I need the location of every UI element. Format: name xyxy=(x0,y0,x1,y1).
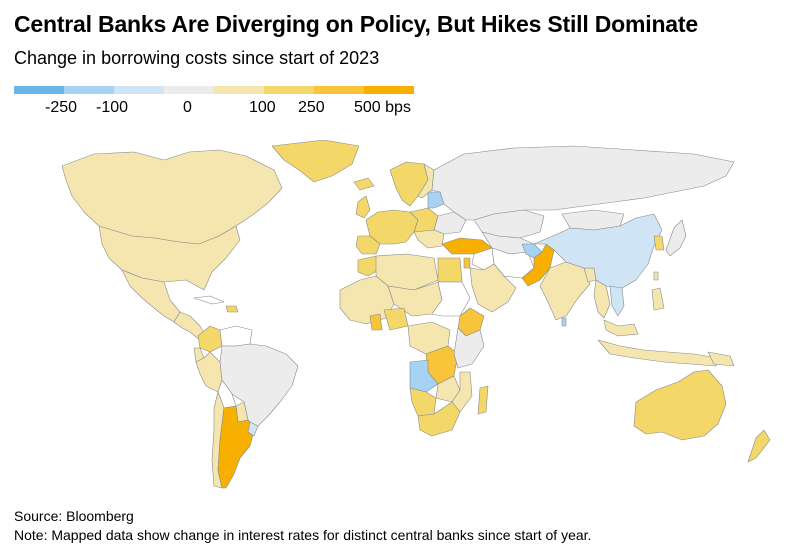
region-egypt xyxy=(437,257,463,283)
region-ghana xyxy=(369,313,383,331)
world-map xyxy=(61,140,771,489)
region-uruguay xyxy=(247,421,259,437)
region-namibia-botswana xyxy=(409,387,437,417)
region-sudan xyxy=(431,281,471,317)
region-indonesia xyxy=(597,339,719,367)
footnote: Note: Mapped data show change in interes… xyxy=(14,527,592,543)
region-greenland xyxy=(271,140,360,183)
legend-tick-0: 0 xyxy=(183,99,192,116)
legend-swatch-4 xyxy=(164,86,214,94)
legend-tick-250: 250 xyxy=(298,99,325,116)
legend-swatch-8 xyxy=(364,86,414,94)
region-myanmar-thailand xyxy=(593,279,611,319)
legend-swatch-2 xyxy=(64,86,114,94)
region-new-zealand xyxy=(747,429,771,463)
legend-tick-minus-250: -250 xyxy=(45,99,78,116)
region-balkans xyxy=(413,229,445,249)
region-papua-new-guinea xyxy=(707,351,735,367)
region-east-africa xyxy=(453,327,485,369)
region-china xyxy=(533,213,663,289)
region-venezuela xyxy=(219,325,253,347)
legend-swatch-6 xyxy=(264,86,314,94)
region-cuba xyxy=(193,295,225,305)
region-japan xyxy=(665,219,687,257)
region-vietnam xyxy=(609,285,625,317)
region-uk-ireland xyxy=(355,195,371,219)
region-scandinavia xyxy=(389,161,429,207)
region-malaysia xyxy=(603,319,639,337)
region-sri-lanka xyxy=(561,317,567,327)
legend-swatch-3 xyxy=(114,86,164,94)
legend-swatch-7 xyxy=(314,86,364,94)
region-australia xyxy=(633,369,727,441)
region-caribbean-islands xyxy=(225,305,239,313)
source-note: Source: Bloomberg xyxy=(14,508,134,524)
region-philippines xyxy=(651,287,665,311)
region-arabian-peninsula xyxy=(469,263,517,313)
region-south-africa xyxy=(417,401,461,437)
legend-tick-100: 100 xyxy=(249,99,276,116)
color-legend: -250 -100 0 100 250 500 bps xyxy=(14,86,414,126)
legend-swatch-1 xyxy=(14,86,64,94)
chart-subtitle: Change in borrowing costs since start of… xyxy=(14,48,380,68)
region-argentina xyxy=(217,405,255,489)
region-russia xyxy=(431,145,735,221)
region-iberia xyxy=(355,235,381,255)
region-usa xyxy=(98,225,241,291)
region-korea xyxy=(653,235,665,251)
legend-swatch-5 xyxy=(214,86,264,94)
region-taiwan xyxy=(653,271,659,281)
region-israel xyxy=(463,257,471,269)
legend-tick-500: 500 bps xyxy=(354,99,411,116)
region-madagascar xyxy=(477,385,489,415)
region-nigeria xyxy=(383,307,409,331)
region-belarus-baltics xyxy=(427,191,445,209)
region-iceland xyxy=(353,177,375,191)
chart-title: Central Banks Are Diverging on Policy, B… xyxy=(14,11,698,37)
legend-tick-minus-100: -100 xyxy=(96,99,129,116)
region-canada-alaska xyxy=(61,149,283,245)
